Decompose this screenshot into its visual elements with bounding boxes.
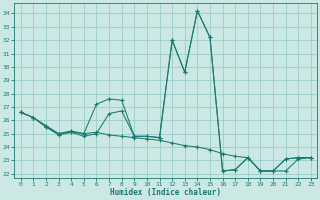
X-axis label: Humidex (Indice chaleur): Humidex (Indice chaleur) — [110, 188, 221, 197]
